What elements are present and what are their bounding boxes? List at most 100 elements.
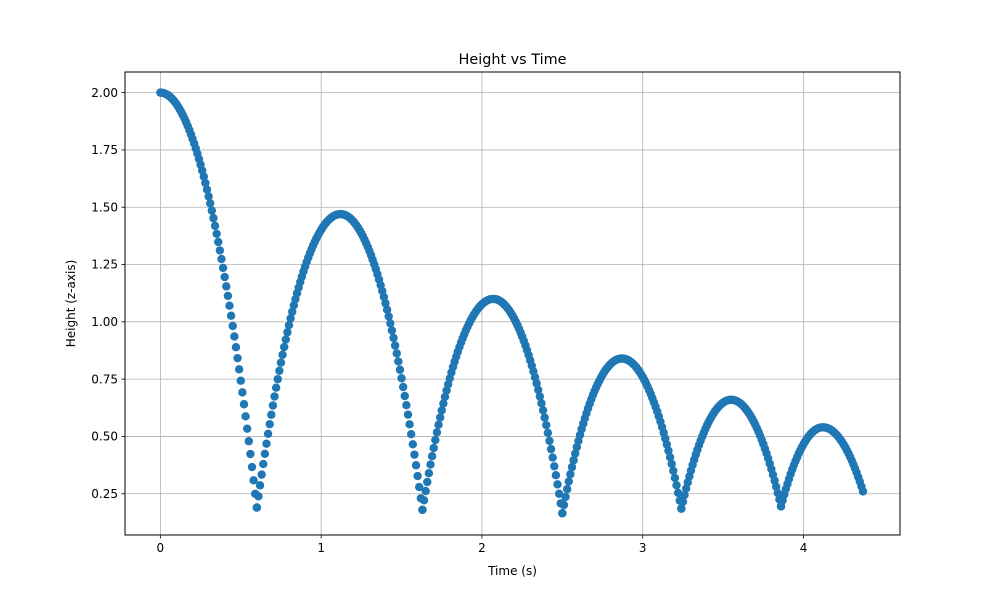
data-point <box>554 489 564 498</box>
data-point <box>403 410 413 419</box>
data-point <box>437 406 446 415</box>
data-point <box>435 413 445 422</box>
data-point <box>673 488 683 498</box>
data-point <box>260 449 270 458</box>
data-point <box>677 504 686 513</box>
data-point <box>239 400 249 409</box>
data-point <box>217 254 226 264</box>
data-point <box>226 311 236 320</box>
data-point <box>567 462 577 472</box>
data-point <box>265 419 274 429</box>
data-point <box>394 357 403 366</box>
data-point <box>413 471 422 481</box>
data-point <box>432 428 442 437</box>
data-point <box>381 299 390 308</box>
data-point <box>225 301 234 310</box>
x-tick-label: 1 <box>317 541 325 555</box>
data-point <box>405 420 414 429</box>
data-point <box>415 482 424 492</box>
data-point <box>546 444 556 454</box>
data-point <box>244 437 254 446</box>
y-tick-label: 1.00 <box>91 315 118 329</box>
data-point <box>678 497 688 506</box>
data-point <box>534 385 543 394</box>
data-point <box>268 401 278 410</box>
data-point <box>382 305 392 314</box>
data-point <box>231 343 241 352</box>
data-point <box>558 509 567 518</box>
data-point <box>427 452 437 461</box>
data-point <box>424 468 434 478</box>
data-point <box>286 314 295 323</box>
y-tick-label: 2.00 <box>91 86 118 100</box>
data-point <box>252 503 262 512</box>
data-point <box>255 481 265 490</box>
data-point <box>254 492 263 501</box>
data-point <box>281 335 290 344</box>
data-point <box>429 443 438 453</box>
data-point <box>209 213 218 223</box>
y-axis-ticks: 0.25 0.50 0.75 1.00 1.25 1.50 1.75 2.00 <box>91 86 125 501</box>
data-point <box>234 365 244 374</box>
data-point <box>204 192 213 201</box>
data-point <box>532 379 541 388</box>
y-tick-label: 0.50 <box>91 430 118 444</box>
data-point <box>434 420 443 430</box>
data-point <box>212 229 221 238</box>
data-point <box>206 199 215 208</box>
data-point <box>276 358 286 367</box>
data-point <box>665 453 675 462</box>
data-point <box>431 435 440 445</box>
data-point <box>550 462 559 471</box>
y-tick-label: 0.75 <box>91 372 118 386</box>
data-point <box>271 383 281 392</box>
y-tick-label: 1.25 <box>91 258 118 272</box>
data-point <box>230 332 239 341</box>
data-point <box>257 470 266 479</box>
data-point <box>771 482 781 491</box>
data-point <box>397 374 406 383</box>
data-point <box>535 392 545 401</box>
data-point <box>559 500 569 510</box>
data-point <box>199 172 208 181</box>
y-tick-label: 1.75 <box>91 143 118 157</box>
x-tick-label: 4 <box>800 541 808 555</box>
x-tick-label: 0 <box>157 541 165 555</box>
data-point <box>667 459 676 469</box>
data-point <box>398 382 408 392</box>
chart-title: Height vs Time <box>459 52 567 68</box>
data-point <box>680 490 689 500</box>
data-point <box>288 307 297 316</box>
data-point <box>215 246 225 255</box>
data-point <box>400 391 409 401</box>
data-point <box>407 429 416 439</box>
data-point <box>858 487 868 496</box>
data-points <box>156 88 868 518</box>
data-point <box>672 481 681 490</box>
data-point <box>389 333 398 343</box>
data-point <box>548 453 557 462</box>
data-point <box>538 406 548 415</box>
data-point <box>545 436 554 446</box>
data-point <box>542 420 551 430</box>
data-point <box>284 321 294 330</box>
data-point <box>279 342 289 352</box>
data-point <box>408 440 418 449</box>
data-point <box>543 428 553 438</box>
data-point <box>421 486 430 496</box>
data-point <box>387 326 397 335</box>
data-point <box>246 449 255 459</box>
data-point <box>773 488 782 498</box>
data-point <box>395 365 405 374</box>
data-point <box>275 366 284 375</box>
data-point <box>551 471 561 480</box>
data-point <box>278 350 287 359</box>
data-point <box>440 392 450 402</box>
data-point <box>262 439 271 448</box>
data-point <box>561 492 570 502</box>
data-point <box>243 424 252 433</box>
data-point <box>207 206 217 215</box>
data-point <box>419 496 429 505</box>
data-point <box>222 282 231 291</box>
